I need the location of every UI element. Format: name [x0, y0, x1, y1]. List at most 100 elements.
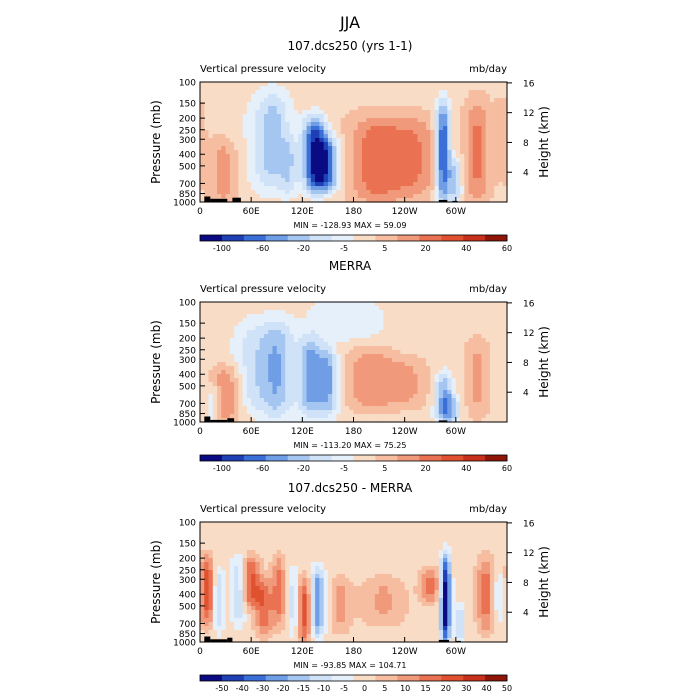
field-cell: [408, 158, 414, 163]
field-cell: [383, 134, 389, 139]
field-cell: [229, 190, 235, 195]
field-cell: [242, 146, 248, 151]
field-cell: [434, 414, 440, 419]
field-cell: [208, 558, 214, 563]
field-cell: [251, 610, 257, 615]
field-cell: [255, 638, 261, 643]
field-cell: [242, 378, 248, 383]
field-cell: [238, 370, 244, 375]
field-cell: [281, 190, 286, 195]
field-cell: [281, 370, 286, 375]
field-cell: [229, 182, 235, 187]
field-cell: [255, 94, 261, 99]
field-cell: [263, 534, 269, 539]
field-cell: [293, 310, 299, 315]
field-cell: [430, 86, 436, 91]
field-cell: [212, 394, 218, 399]
field-cell: [234, 546, 239, 551]
field-cell: [477, 374, 483, 379]
field-cell: [298, 198, 303, 203]
field-cell: [366, 162, 372, 167]
field-cell: [212, 178, 218, 183]
field-cell: [259, 546, 265, 551]
field-cell: [498, 186, 504, 191]
field-cell: [225, 526, 231, 531]
field-cell: [242, 406, 248, 411]
field-cell: [217, 606, 222, 611]
field-cell: [310, 178, 316, 183]
field-cell: [443, 158, 448, 163]
field-cell: [413, 166, 419, 171]
field-cell: [263, 174, 269, 179]
field-cell: [464, 326, 470, 331]
field-cell: [217, 122, 222, 127]
field-cell: [246, 410, 252, 415]
y-tick-label: 250: [179, 126, 196, 136]
field-cell: [310, 374, 316, 379]
field-cell: [357, 418, 363, 423]
field-cell: [336, 370, 342, 375]
land-mask: [204, 416, 211, 422]
field-cell: [425, 106, 431, 111]
field-cell: [481, 130, 487, 135]
field-cell: [408, 98, 414, 103]
field-cell: [298, 138, 303, 143]
field-cell: [340, 418, 346, 423]
field-cell: [447, 338, 453, 343]
field-cell: [455, 138, 461, 143]
field-cell: [251, 310, 257, 315]
field-cell: [404, 186, 410, 191]
field-cell: [438, 414, 444, 419]
field-cell: [315, 142, 320, 147]
field-cell: [404, 106, 410, 111]
field-cell: [340, 118, 346, 123]
field-cell: [498, 406, 504, 411]
field-cell: [387, 314, 393, 319]
field-cell: [366, 94, 372, 99]
y-tick-label: 500: [179, 162, 196, 172]
field-cell: [238, 178, 244, 183]
field-cell: [374, 346, 380, 351]
field-cell: [323, 174, 329, 179]
field-cell: [268, 310, 274, 315]
field-cell: [370, 310, 376, 315]
field-cell: [336, 150, 342, 155]
field-cell: [263, 378, 269, 383]
field-cell: [246, 122, 252, 127]
field-cell: [327, 130, 333, 135]
field-cell: [485, 90, 491, 95]
field-cell: [485, 118, 491, 123]
field-cell: [268, 114, 274, 119]
field-cell: [212, 570, 218, 575]
field-cell: [217, 374, 222, 379]
field-cell: [489, 102, 495, 107]
field-cell: [212, 410, 218, 415]
field-cell: [259, 558, 265, 563]
field-cell: [336, 162, 342, 167]
field-cell: [229, 378, 235, 383]
field-cell: [319, 366, 325, 371]
field-cell: [217, 322, 222, 327]
field-cell: [327, 402, 333, 407]
field-cell: [438, 118, 444, 123]
field-cell: [502, 130, 508, 135]
field-cell: [489, 190, 495, 195]
field-cell: [200, 554, 205, 559]
field-cell: [421, 318, 427, 323]
field-cell: [340, 322, 346, 327]
field-cell: [293, 162, 299, 167]
field-cell: [208, 618, 214, 623]
field-cell: [302, 386, 308, 391]
field-cell: [477, 378, 483, 383]
field-cell: [255, 402, 261, 407]
field-cell: [387, 302, 393, 307]
field-cell: [502, 82, 508, 87]
field-cell: [340, 394, 346, 399]
field-cell: [234, 318, 239, 323]
field-cell: [366, 158, 372, 163]
field-cell: [285, 418, 291, 423]
field-cell: [489, 386, 495, 391]
field-cell: [268, 90, 274, 95]
field-cell: [472, 322, 478, 327]
field-cell: [212, 86, 218, 91]
